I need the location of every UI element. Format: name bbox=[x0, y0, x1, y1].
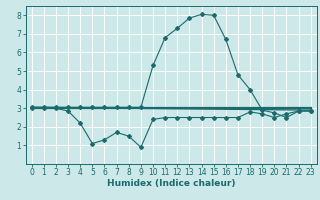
X-axis label: Humidex (Indice chaleur): Humidex (Indice chaleur) bbox=[107, 179, 236, 188]
